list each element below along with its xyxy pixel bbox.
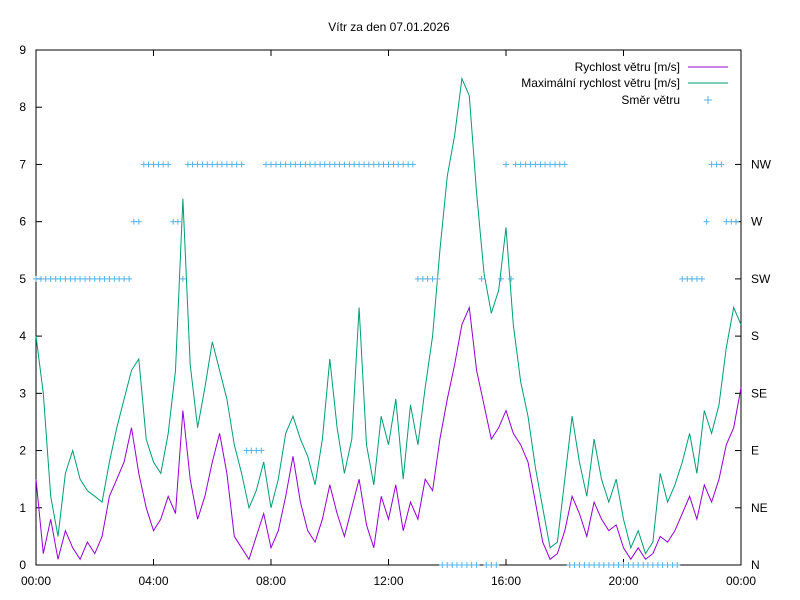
- axes: 0 1 2 3 4 5 6 7 8 9 00:00 04:00 08:00 12:00 16:00 20:00…: [19, 43, 771, 588]
- direction-point: [165, 161, 172, 168]
- legend-label-direction: Směr větru: [621, 93, 680, 107]
- y-tick-label: 5: [19, 272, 26, 286]
- direction-point: [503, 161, 509, 168]
- y-tick-label: 9: [19, 43, 26, 57]
- y2-tick-label: NW: [751, 157, 772, 171]
- direction-point: [674, 562, 681, 568]
- y-tick-label: 8: [19, 100, 26, 114]
- x-tick-label: 12:00: [373, 574, 403, 588]
- direction-point: [561, 161, 568, 168]
- direction-point: [174, 218, 181, 225]
- y2-tick-label: S: [751, 329, 759, 343]
- direction-point: [493, 562, 500, 568]
- direction-point: [135, 218, 142, 225]
- x-tick-label: 00:00: [21, 574, 51, 588]
- y-tick-label: 3: [19, 386, 26, 400]
- y2-tick-label: W: [751, 215, 763, 229]
- speed-line: [35, 305, 742, 561]
- y2-tick-label: N: [751, 558, 760, 572]
- x-tick-label: 04:00: [138, 574, 168, 588]
- direction-point: [126, 275, 133, 282]
- y-tick-label: 4: [19, 329, 26, 343]
- direction-point: [179, 275, 186, 282]
- y-tick-label: 2: [19, 444, 26, 458]
- y2-tick-label: SW: [751, 272, 771, 286]
- direction-point: [258, 447, 265, 454]
- legend-marker-direction: [704, 96, 712, 104]
- direction-point: [478, 275, 485, 282]
- y-tick-label: 6: [19, 215, 26, 229]
- chart-title: Vítr za den 07.01.2026: [328, 20, 450, 34]
- direction-point: [703, 218, 710, 225]
- legend-label-max-speed: Maximální rychlost větru [m/s]: [521, 76, 680, 90]
- direction-point: [473, 562, 480, 568]
- y2-tick-label: SE: [751, 386, 767, 400]
- x-tick-label: 16:00: [491, 574, 521, 588]
- x-tick-label: 00:00: [726, 574, 756, 588]
- direction-point: [498, 275, 505, 282]
- y-tick-label: 0: [19, 558, 26, 572]
- direction-point: [698, 275, 705, 282]
- direction-point: [238, 161, 245, 168]
- legend: Rychlost větru [m/s] Maximální rychlost …: [521, 60, 728, 107]
- max-speed-line: [35, 76, 742, 555]
- direction-point: [409, 161, 416, 168]
- x-tick-label: 08:00: [256, 574, 286, 588]
- legend-label-speed: Rychlost větru [m/s]: [575, 60, 680, 74]
- direction-point: [718, 161, 725, 168]
- y2-tick-label: NE: [751, 501, 768, 515]
- y2-tick-label: E: [751, 444, 759, 458]
- y-tick-label: 1: [19, 501, 26, 515]
- y-tick-label: 7: [19, 157, 26, 171]
- direction-point: [733, 218, 740, 225]
- direction-point: [507, 275, 514, 282]
- plot-area: [33, 76, 742, 568]
- x-tick-label: 20:00: [608, 574, 638, 588]
- direction-point: [434, 275, 441, 282]
